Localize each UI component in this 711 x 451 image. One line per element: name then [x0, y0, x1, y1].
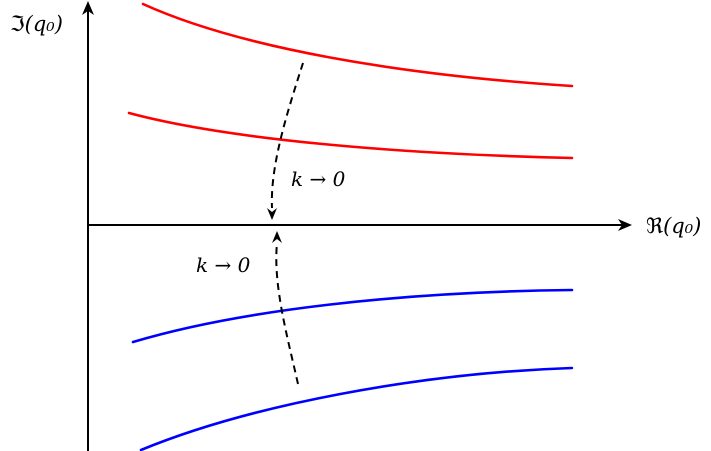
- k-to-zero-label-lower: k → 0: [196, 253, 251, 277]
- dashed-arrows-group: [267, 62, 304, 385]
- dashed-arrow-upper-head: [267, 208, 277, 220]
- dashed-arrow-lower-head: [272, 231, 282, 243]
- axes-group: [82, 1, 632, 451]
- dashed-arrow-upper: [270, 62, 304, 209]
- real-axis-arrowhead: [618, 219, 632, 231]
- x-axis-label: ℜ(q₀): [646, 214, 701, 238]
- y-axis-label: ℑ(q₀): [10, 12, 63, 36]
- red-curve-upper: [141, 2, 574, 88]
- labels-group: ℑ(q₀) ℜ(q₀) k → 0 k → 0: [10, 12, 701, 277]
- dashed-arrow-lower: [275, 242, 299, 385]
- lower-curves-group: [131, 288, 574, 451]
- red-curve-lower: [127, 111, 574, 160]
- blue-curve-lower: [139, 366, 574, 451]
- upper-curves-group: [127, 2, 574, 160]
- k-to-zero-label-upper: k → 0: [291, 167, 346, 191]
- blue-curve-upper: [131, 288, 574, 344]
- imaginary-axis-arrowhead: [82, 1, 94, 15]
